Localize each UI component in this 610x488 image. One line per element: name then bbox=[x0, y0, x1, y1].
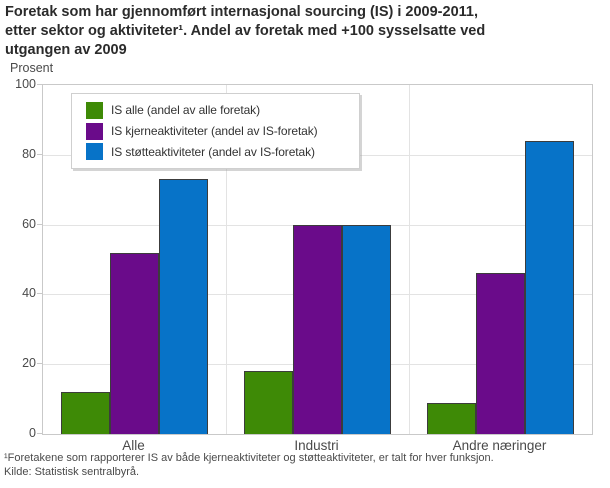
x-axis: Alle Industri Andre næringer bbox=[42, 438, 593, 456]
y-tick-mark bbox=[37, 153, 42, 155]
y-axis: 0 20 40 60 80 100 bbox=[0, 77, 36, 440]
bar-industri-is-kjerneaktiviteter[interactable] bbox=[293, 224, 342, 434]
y-tick-mark bbox=[37, 363, 42, 365]
y-tick-label-0: 0 bbox=[29, 426, 36, 440]
gridline-x-1 bbox=[226, 85, 227, 434]
legend-swatch-icon bbox=[86, 122, 103, 140]
legend-item-is-alle[interactable]: IS alle (andel av alle foretak) bbox=[86, 101, 353, 119]
legend-item-is-støtteaktiviteter[interactable]: IS støtteaktiviteter (andel av IS-foreta… bbox=[86, 143, 353, 161]
bar-industri-is-alle[interactable] bbox=[244, 371, 293, 434]
bar-andre-næringer-is-alle[interactable] bbox=[427, 402, 476, 434]
legend-label: IS støtteaktiviteter (andel av IS-foreta… bbox=[111, 144, 315, 159]
gridline-x-2 bbox=[409, 85, 410, 434]
bar-andre-næringer-is-støtteaktiviteter[interactable] bbox=[525, 140, 574, 434]
y-tick-label-80: 80 bbox=[22, 146, 36, 161]
bar-industri-is-støtteaktiviteter[interactable] bbox=[342, 224, 391, 434]
legend-label: IS alle (andel av alle foretak) bbox=[111, 103, 260, 118]
y-axis-unit-label: Prosent bbox=[10, 61, 54, 75]
bar-alle-is-alle[interactable] bbox=[61, 392, 110, 434]
chart-title: Foretak som har gjennomført internasjona… bbox=[5, 4, 486, 58]
y-tick-label-60: 60 bbox=[22, 216, 36, 231]
source: Kilde: Statistisk sentralbyrå. bbox=[4, 466, 140, 478]
legend-item-is-kjerneaktiviteter[interactable]: IS kjerneaktiviteter (andel av IS-foreta… bbox=[86, 122, 353, 140]
y-tick-mark bbox=[37, 293, 42, 295]
y-tick-label-20: 20 bbox=[22, 356, 36, 371]
legend-swatch-icon bbox=[86, 101, 103, 119]
y-tick-label-100: 100 bbox=[15, 77, 36, 91]
y-tick-label-40: 40 bbox=[22, 286, 36, 301]
legend-swatch-icon bbox=[86, 143, 103, 161]
y-tick-mark bbox=[37, 433, 42, 434]
x-category-label-alle: Alle bbox=[122, 438, 145, 453]
x-category-label-industri: Industri bbox=[294, 438, 339, 453]
footnote: ¹Foretakene som rapporterer IS av både k… bbox=[4, 452, 494, 464]
x-category-label-andre-næringer: Andre næringer bbox=[452, 438, 547, 453]
y-tick-mark bbox=[37, 84, 42, 85]
y-tick-mark bbox=[37, 223, 42, 225]
bar-alle-is-kjerneaktiviteter[interactable] bbox=[110, 252, 159, 434]
legend-label: IS kjerneaktiviteter (andel av IS-foreta… bbox=[111, 124, 318, 138]
bar-andre-næringer-is-kjerneaktiviteter[interactable] bbox=[476, 273, 525, 434]
bar-alle-is-støtteaktiviteter[interactable] bbox=[159, 179, 208, 434]
legend: IS alle (andel av alle foretak) IS kjerne… bbox=[71, 93, 360, 169]
